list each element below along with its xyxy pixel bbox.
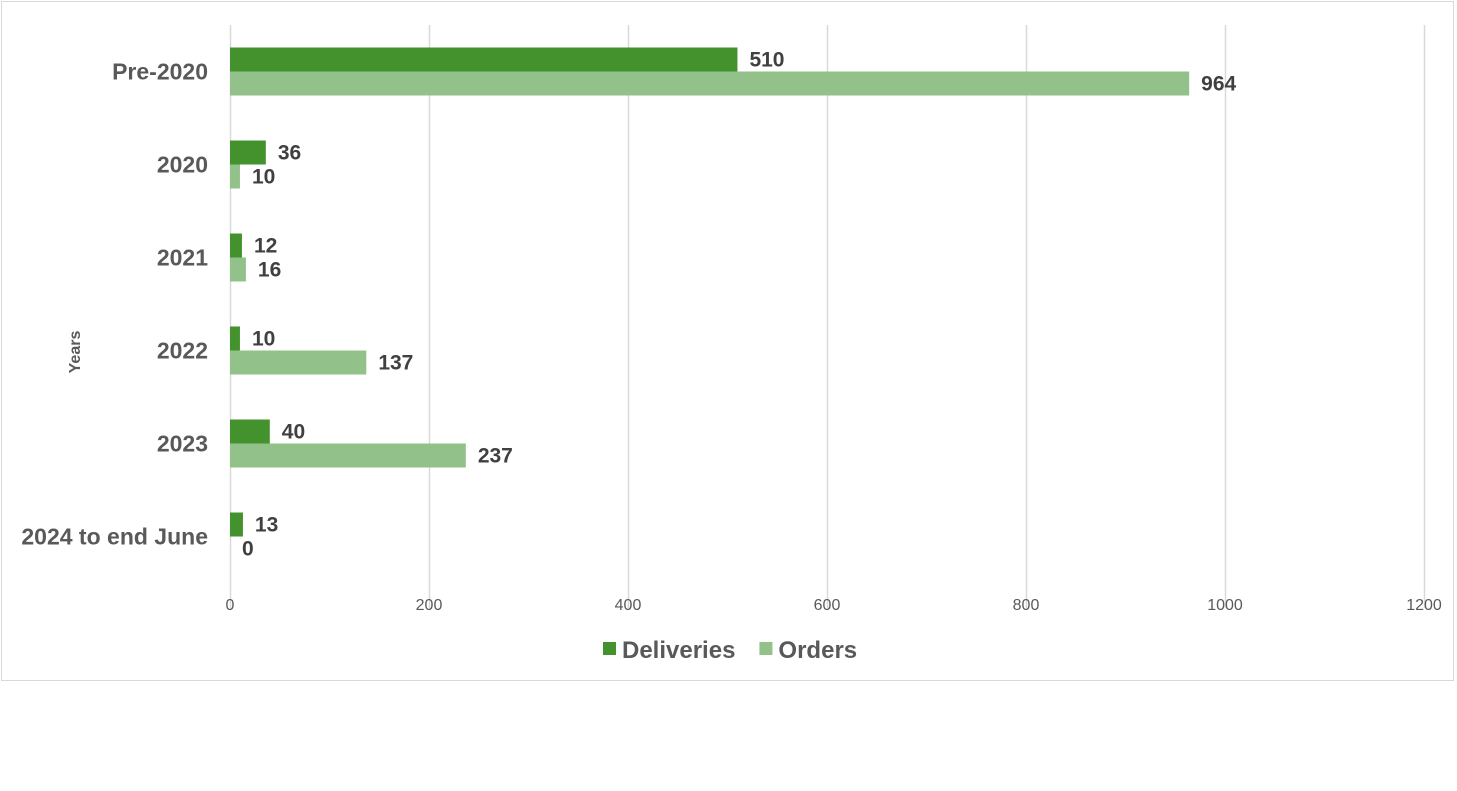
legend-label-orders: Orders <box>778 637 857 664</box>
legend-swatch-orders <box>759 642 773 655</box>
bar-orders <box>230 443 466 468</box>
bar-chart: 0 200 400 600 800 1000 1200 Pre-20202020202120… <box>21 25 1442 664</box>
gridlines <box>229 25 1426 608</box>
data-label-deliveries: 36 <box>278 142 301 165</box>
category-label: 2022 <box>157 338 208 364</box>
bar-orders <box>230 71 1190 96</box>
legend-label-deliveries: Deliveries <box>622 637 735 664</box>
data-label-deliveries: 510 <box>749 49 784 72</box>
bar-deliveries <box>230 419 270 444</box>
data-label-orders: 0 <box>242 538 254 561</box>
bar-orders <box>230 257 246 282</box>
bar-deliveries <box>230 326 240 351</box>
x-tick-label: 200 <box>416 597 443 614</box>
category-label: 2023 <box>157 431 208 457</box>
bar-deliveries <box>230 47 738 72</box>
x-tick-label: 1000 <box>1207 597 1243 614</box>
bar-orders <box>230 350 367 375</box>
x-tick-label: 600 <box>814 597 841 614</box>
data-label-orders: 137 <box>378 352 413 375</box>
bars <box>230 47 1190 537</box>
x-axis-ticks: 0 200 400 600 800 1000 1200 <box>226 597 1442 614</box>
data-label-deliveries: 10 <box>252 328 275 351</box>
data-label-deliveries: 13 <box>255 514 278 537</box>
bar-deliveries <box>230 140 266 165</box>
x-tick-label: 0 <box>226 597 235 614</box>
chart-area: 0 200 400 600 800 1000 1200 Pre-2020 2020 2021 20… <box>1 1 1454 681</box>
x-tick-label: 1200 <box>1406 597 1442 614</box>
data-label-orders: 964 <box>1201 73 1236 96</box>
legend: Deliveries Orders <box>603 637 857 664</box>
x-tick-label: 400 <box>615 597 642 614</box>
bar-orders <box>230 164 240 189</box>
data-label-orders: 10 <box>252 166 275 189</box>
data-label-deliveries: 40 <box>282 421 305 444</box>
category-label: Pre-2020 <box>112 59 208 85</box>
legend-swatch-deliveries <box>603 642 616 655</box>
bar-deliveries <box>230 233 242 258</box>
category-labels: Pre-2020 2020 2021 2022 2023 2024 to end June <box>21 59 208 550</box>
bar-deliveries <box>230 512 243 537</box>
category-label: 2024 to end June <box>21 524 208 550</box>
category-label: 2020 <box>157 152 208 178</box>
x-tick-label: 800 <box>1013 597 1040 614</box>
data-label-orders: 16 <box>258 259 281 282</box>
category-label: 2021 <box>157 245 208 271</box>
y-axis-title: Years <box>67 331 84 374</box>
data-label-orders: 237 <box>478 445 513 468</box>
data-label-deliveries: 12 <box>254 235 277 258</box>
